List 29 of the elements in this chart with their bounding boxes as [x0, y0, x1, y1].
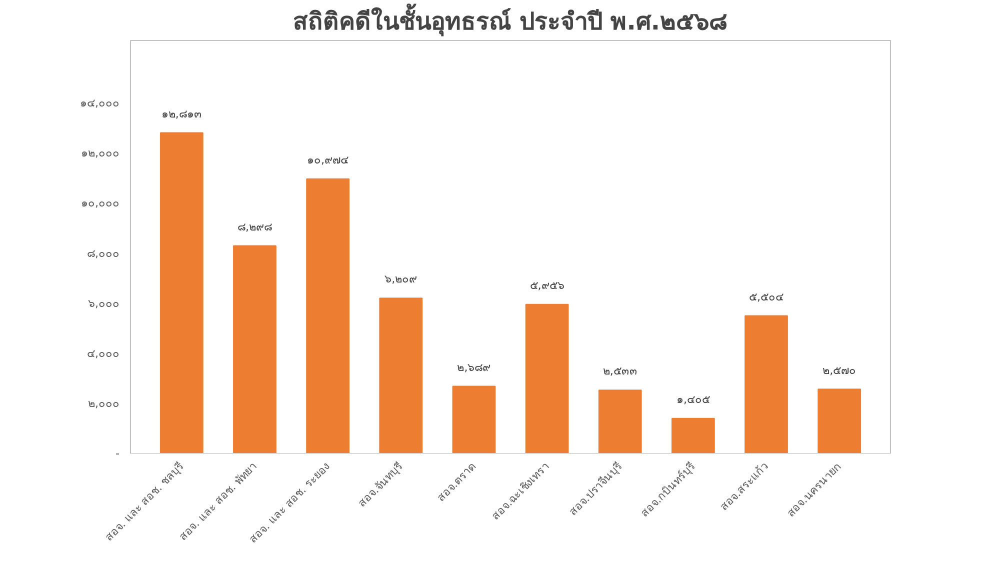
data-label: ๑๐,๙๗๔: [307, 153, 349, 166]
data-label: ๒,๖๘๙: [457, 360, 491, 374]
y-tick-label: ๒,๐๐๐: [88, 396, 120, 410]
bar: [744, 315, 788, 454]
data-label: ๖,๒๐๙: [384, 272, 418, 286]
data-label: ๑,๔๐๕: [676, 392, 710, 406]
bar: [160, 132, 204, 454]
y-tick-label: -: [116, 447, 120, 460]
chart-title: สถิติคดีในชั้นอุทธรณ์ ประจำปี พ.ศ.๒๕๖๘: [293, 2, 728, 38]
bar: [306, 178, 350, 454]
bar: [525, 304, 569, 454]
bar: [452, 386, 496, 454]
data-label: ๒,๕๗๐: [822, 364, 856, 377]
bar: [379, 298, 423, 454]
data-label: ๑๒,๘๑๓: [161, 107, 202, 120]
y-tick-label: ๘,๐๐๐: [87, 246, 120, 260]
data-label: ๒,๕๓๓: [602, 364, 638, 378]
y-tick-label: ๑๒,๐๐๐: [81, 146, 120, 160]
data-label: ๕,๙๕๖: [530, 279, 564, 292]
y-tick-label: ๔,๐๐๐: [87, 346, 120, 360]
y-tick-label: ๑๔,๐๐๐: [80, 96, 120, 110]
bar: [818, 388, 862, 454]
bar: [672, 418, 715, 454]
bar: [233, 245, 276, 454]
data-label: ๘,๒๙๘: [237, 220, 272, 234]
y-tick-label: ๖,๐๐๐: [88, 296, 120, 310]
y-tick-label: ๑๐,๐๐๐: [81, 196, 120, 210]
bar: [598, 390, 642, 454]
data-label: ๕,๕๐๔: [749, 290, 784, 304]
